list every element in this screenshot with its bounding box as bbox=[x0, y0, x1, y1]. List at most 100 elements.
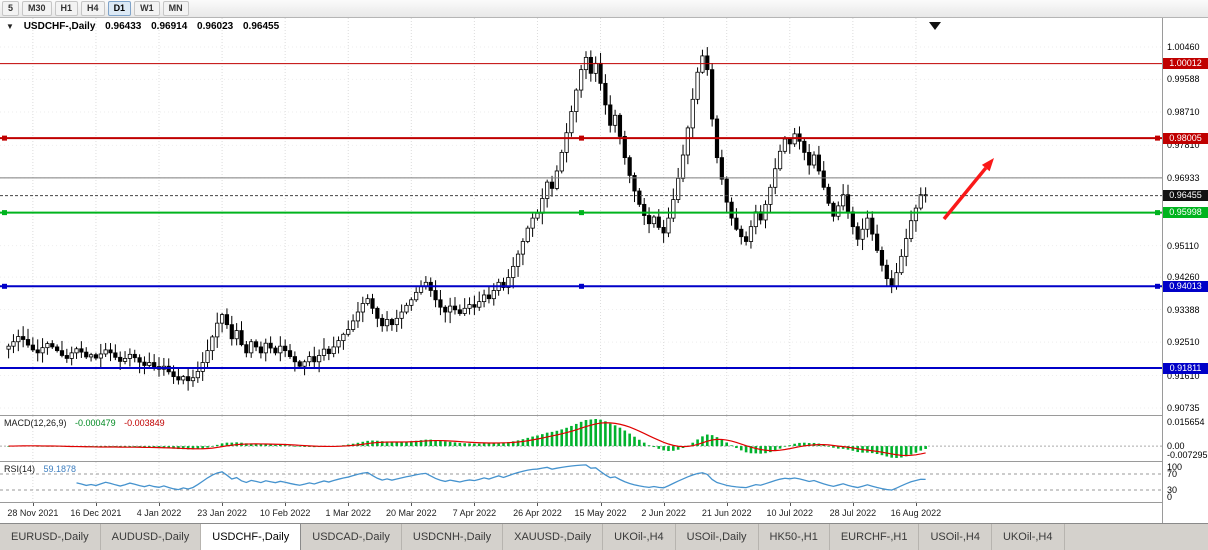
price-tick: 0.94260 bbox=[1167, 272, 1200, 283]
price-tick: 0.91610 bbox=[1167, 370, 1200, 381]
price-hline[interactable] bbox=[0, 210, 1162, 216]
panel-separator[interactable] bbox=[0, 461, 1208, 462]
panel-separator[interactable] bbox=[0, 415, 1208, 416]
chart-tab-eurchf-h1[interactable]: EURCHF-,H1 bbox=[829, 524, 920, 550]
time-tick bbox=[852, 503, 854, 506]
quote-open: 0.96433 bbox=[105, 21, 142, 32]
time-tick bbox=[474, 503, 476, 506]
price-tick: 0.92510 bbox=[1167, 337, 1200, 348]
price-tick: 0 bbox=[1167, 492, 1173, 502]
time-label: 10 Jul 2022 bbox=[766, 508, 814, 518]
macd-label: MACD(12,26,9) -0.000479 -0.003849 bbox=[4, 418, 165, 428]
hline-handle[interactable] bbox=[2, 283, 7, 289]
price-tick: 0.99588 bbox=[1167, 74, 1200, 85]
time-tick bbox=[95, 503, 97, 506]
time-label: 7 Apr 2022 bbox=[452, 508, 497, 518]
price-tick: 0.95110 bbox=[1167, 240, 1199, 251]
price-tick: 70 bbox=[1167, 469, 1178, 479]
panel-separator bbox=[0, 502, 1208, 503]
time-tick bbox=[159, 503, 160, 506]
period-button-H4[interactable]: H4 bbox=[81, 1, 105, 16]
symbol-tabbar: EURUSD-,Daily AUDUSD-,Daily USDCHF-,Daily U… bbox=[0, 523, 1208, 550]
period-button-W1[interactable]: W1 bbox=[134, 1, 160, 16]
chevron-down-icon[interactable]: ▼ bbox=[6, 22, 14, 31]
chart-tab-usoil-daily[interactable]: USOil-,Daily bbox=[675, 524, 759, 550]
hline-handle[interactable] bbox=[1155, 210, 1160, 216]
time-tick bbox=[726, 503, 728, 506]
price-tick: 0.98710 bbox=[1167, 106, 1200, 117]
price-tick: 30 bbox=[1167, 485, 1178, 495]
time-label: 16 Dec 2021 bbox=[70, 508, 122, 518]
time-tick bbox=[600, 503, 602, 506]
chart-tab-audusd-daily[interactable]: AUDUSD-,Daily bbox=[100, 524, 202, 550]
period-button-D1[interactable]: D1 bbox=[107, 1, 132, 16]
trend-arrow[interactable] bbox=[942, 158, 994, 221]
hline-handle[interactable] bbox=[2, 135, 7, 141]
period-button-H1[interactable]: H1 bbox=[54, 1, 79, 16]
time-tick bbox=[411, 503, 413, 506]
time-label: 10 Feb 2022 bbox=[259, 508, 311, 518]
period-button-MN[interactable]: MN bbox=[162, 1, 189, 16]
quote-low: 0.96023 bbox=[197, 21, 234, 32]
price-tick: 0.96933 bbox=[1167, 172, 1200, 183]
rsi-line bbox=[76, 464, 926, 491]
macd-name: MACD(12,26,9) bbox=[4, 418, 67, 428]
chart-header: ▼ USDCHF-,Daily 0.96433 0.96914 0.96023 … bbox=[6, 21, 286, 32]
macd-panel-canvas[interactable] bbox=[0, 416, 1162, 461]
macd-value-main: -0.000479 bbox=[75, 418, 116, 428]
price-badge: 0.95998 bbox=[1163, 207, 1208, 219]
chart-tab-usdcnh-daily[interactable]: USDCNH-,Daily bbox=[401, 524, 504, 550]
hline-handle[interactable] bbox=[2, 210, 7, 216]
price-tick: 0.90735 bbox=[1167, 402, 1200, 413]
chart-tab-ukoil-h4[interactable]: UKOil-,H4 bbox=[991, 524, 1065, 550]
period-button-M30[interactable]: M30 bbox=[22, 1, 52, 16]
time-tick bbox=[537, 503, 539, 506]
time-label: 23 Jan 2022 bbox=[197, 508, 247, 518]
chart-tab-eurusd-daily[interactable]: EURUSD-,Daily bbox=[0, 524, 101, 550]
period-button-5[interactable]: 5 bbox=[2, 1, 20, 16]
price-tick: 0.00 bbox=[1167, 441, 1185, 451]
candlesticks bbox=[6, 47, 928, 391]
price-tick: 0.97810 bbox=[1167, 140, 1200, 151]
macd-value-signal: -0.003849 bbox=[124, 418, 165, 428]
price-hline[interactable] bbox=[0, 135, 1162, 141]
hline-handle[interactable] bbox=[1155, 135, 1160, 141]
time-label: 28 Jul 2022 bbox=[829, 508, 877, 518]
hline-handle[interactable] bbox=[579, 210, 584, 216]
price-tick: 1.00460 bbox=[1167, 41, 1200, 52]
time-label: 28 Nov 2021 bbox=[7, 508, 59, 518]
time-axis[interactable]: 28 Nov 2021 16 Dec 2021 4 Jan 2022 23 Jan 2… bbox=[0, 503, 1162, 523]
time-label: 16 Aug 2022 bbox=[890, 508, 942, 518]
quote-high: 0.96914 bbox=[151, 21, 188, 32]
chart-tab-usdcad-daily[interactable]: USDCAD-,Daily bbox=[301, 524, 402, 550]
price-badge: 1.00012 bbox=[1163, 58, 1208, 70]
hline-handle[interactable] bbox=[1155, 283, 1160, 289]
rsi-value: 59.1878 bbox=[43, 464, 77, 474]
chart-tab-usdchf-daily[interactable]: USDCHF-,Daily bbox=[201, 524, 302, 550]
rsi-panel-canvas[interactable] bbox=[0, 462, 1162, 502]
time-tick bbox=[789, 503, 791, 506]
time-tick bbox=[222, 503, 224, 506]
chart-tab-xauusd-daily[interactable]: XAUUSD-,Daily bbox=[503, 524, 604, 550]
time-tick bbox=[32, 503, 34, 506]
price-tick: -0.007295 bbox=[1167, 450, 1208, 460]
hline-handle[interactable] bbox=[579, 135, 584, 141]
price-badge: 0.94013 bbox=[1163, 280, 1208, 292]
price-badge: 0.91811 bbox=[1163, 362, 1208, 374]
main-chart-canvas[interactable] bbox=[0, 18, 1162, 415]
chart-shift-marker-icon[interactable] bbox=[929, 22, 941, 30]
hline-handle[interactable] bbox=[579, 283, 584, 289]
price-tick: 0.93388 bbox=[1167, 304, 1200, 315]
chart-tab-usoil-h4[interactable]: USOil-,H4 bbox=[919, 524, 992, 550]
chart-tab-ukoil-h4[interactable]: UKOil-,H4 bbox=[603, 524, 676, 550]
timeframe-toolbar: 5 M30 H1 H4 D1 W1 MN bbox=[0, 0, 1208, 18]
price-badge: 0.96455 bbox=[1163, 190, 1208, 202]
price-axis[interactable]: 1.00460 0.99588 0.98710 0.97810 0.96933 0.951… bbox=[1162, 18, 1208, 523]
macd-signal-line bbox=[8, 422, 926, 457]
time-label: 2 Jun 2022 bbox=[641, 508, 686, 518]
time-label: 26 Apr 2022 bbox=[513, 508, 562, 518]
time-label: 15 May 2022 bbox=[574, 508, 627, 518]
price-hline[interactable] bbox=[0, 283, 1162, 289]
chart-tab-hk50-h1[interactable]: HK50-,H1 bbox=[758, 524, 830, 550]
time-tick bbox=[915, 503, 917, 506]
